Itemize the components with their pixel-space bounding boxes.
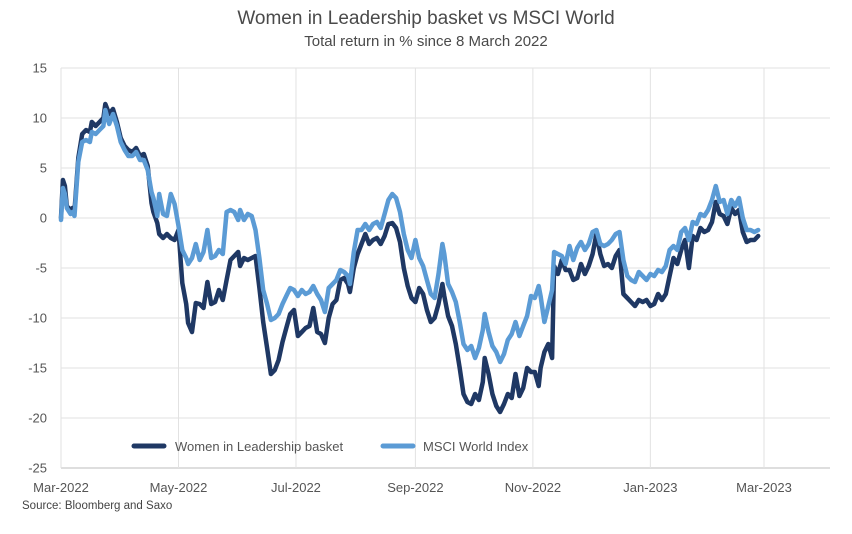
x-tick-label: Nov-2022	[505, 480, 561, 495]
chart-subtitle: Total return in % since 8 March 2022	[304, 33, 548, 50]
legend-label-msci-world: MSCI World Index	[423, 439, 529, 454]
legend: Women in Leadership basket MSCI World In…	[131, 439, 529, 454]
y-tick-label: 10	[33, 111, 47, 126]
y-tick-label: -10	[28, 311, 47, 326]
source-note: Source: Bloomberg and Saxo	[22, 500, 173, 512]
x-axis-tick-labels: Mar-2022 May-2022 Jul-2022 Sep-2022 Nov-2022…	[33, 480, 792, 495]
y-tick-label: 5	[40, 161, 47, 176]
x-tick-label: Jan-2023	[623, 480, 677, 495]
legend-label-women-in-leadership: Women in Leadership basket	[175, 439, 344, 454]
series-line-women-in-leadership	[58, 101, 761, 415]
y-axis-tick-labels: 15 10 5 0 -5 -10 -15 -20 -25	[28, 61, 47, 476]
series-lines	[58, 101, 761, 415]
vertical-gridlines	[60, 68, 765, 468]
y-tick-label: -5	[35, 261, 47, 276]
y-tick-label: -20	[28, 411, 47, 426]
x-tick-label: Sep-2022	[387, 480, 443, 495]
y-tick-label: -15	[28, 361, 47, 376]
chart-title: Women in Leadership basket vs MSCI World	[237, 8, 615, 29]
x-tick-label: Mar-2022	[33, 480, 89, 495]
series-line-msci-world	[58, 107, 761, 365]
x-tick-label: Jul-2022	[271, 480, 321, 495]
x-tick-label: Mar-2023	[736, 480, 792, 495]
y-tick-label: 15	[33, 61, 47, 76]
y-tick-label: 0	[40, 211, 47, 226]
y-tick-label: -25	[28, 461, 47, 476]
x-tick-label: May-2022	[150, 480, 208, 495]
